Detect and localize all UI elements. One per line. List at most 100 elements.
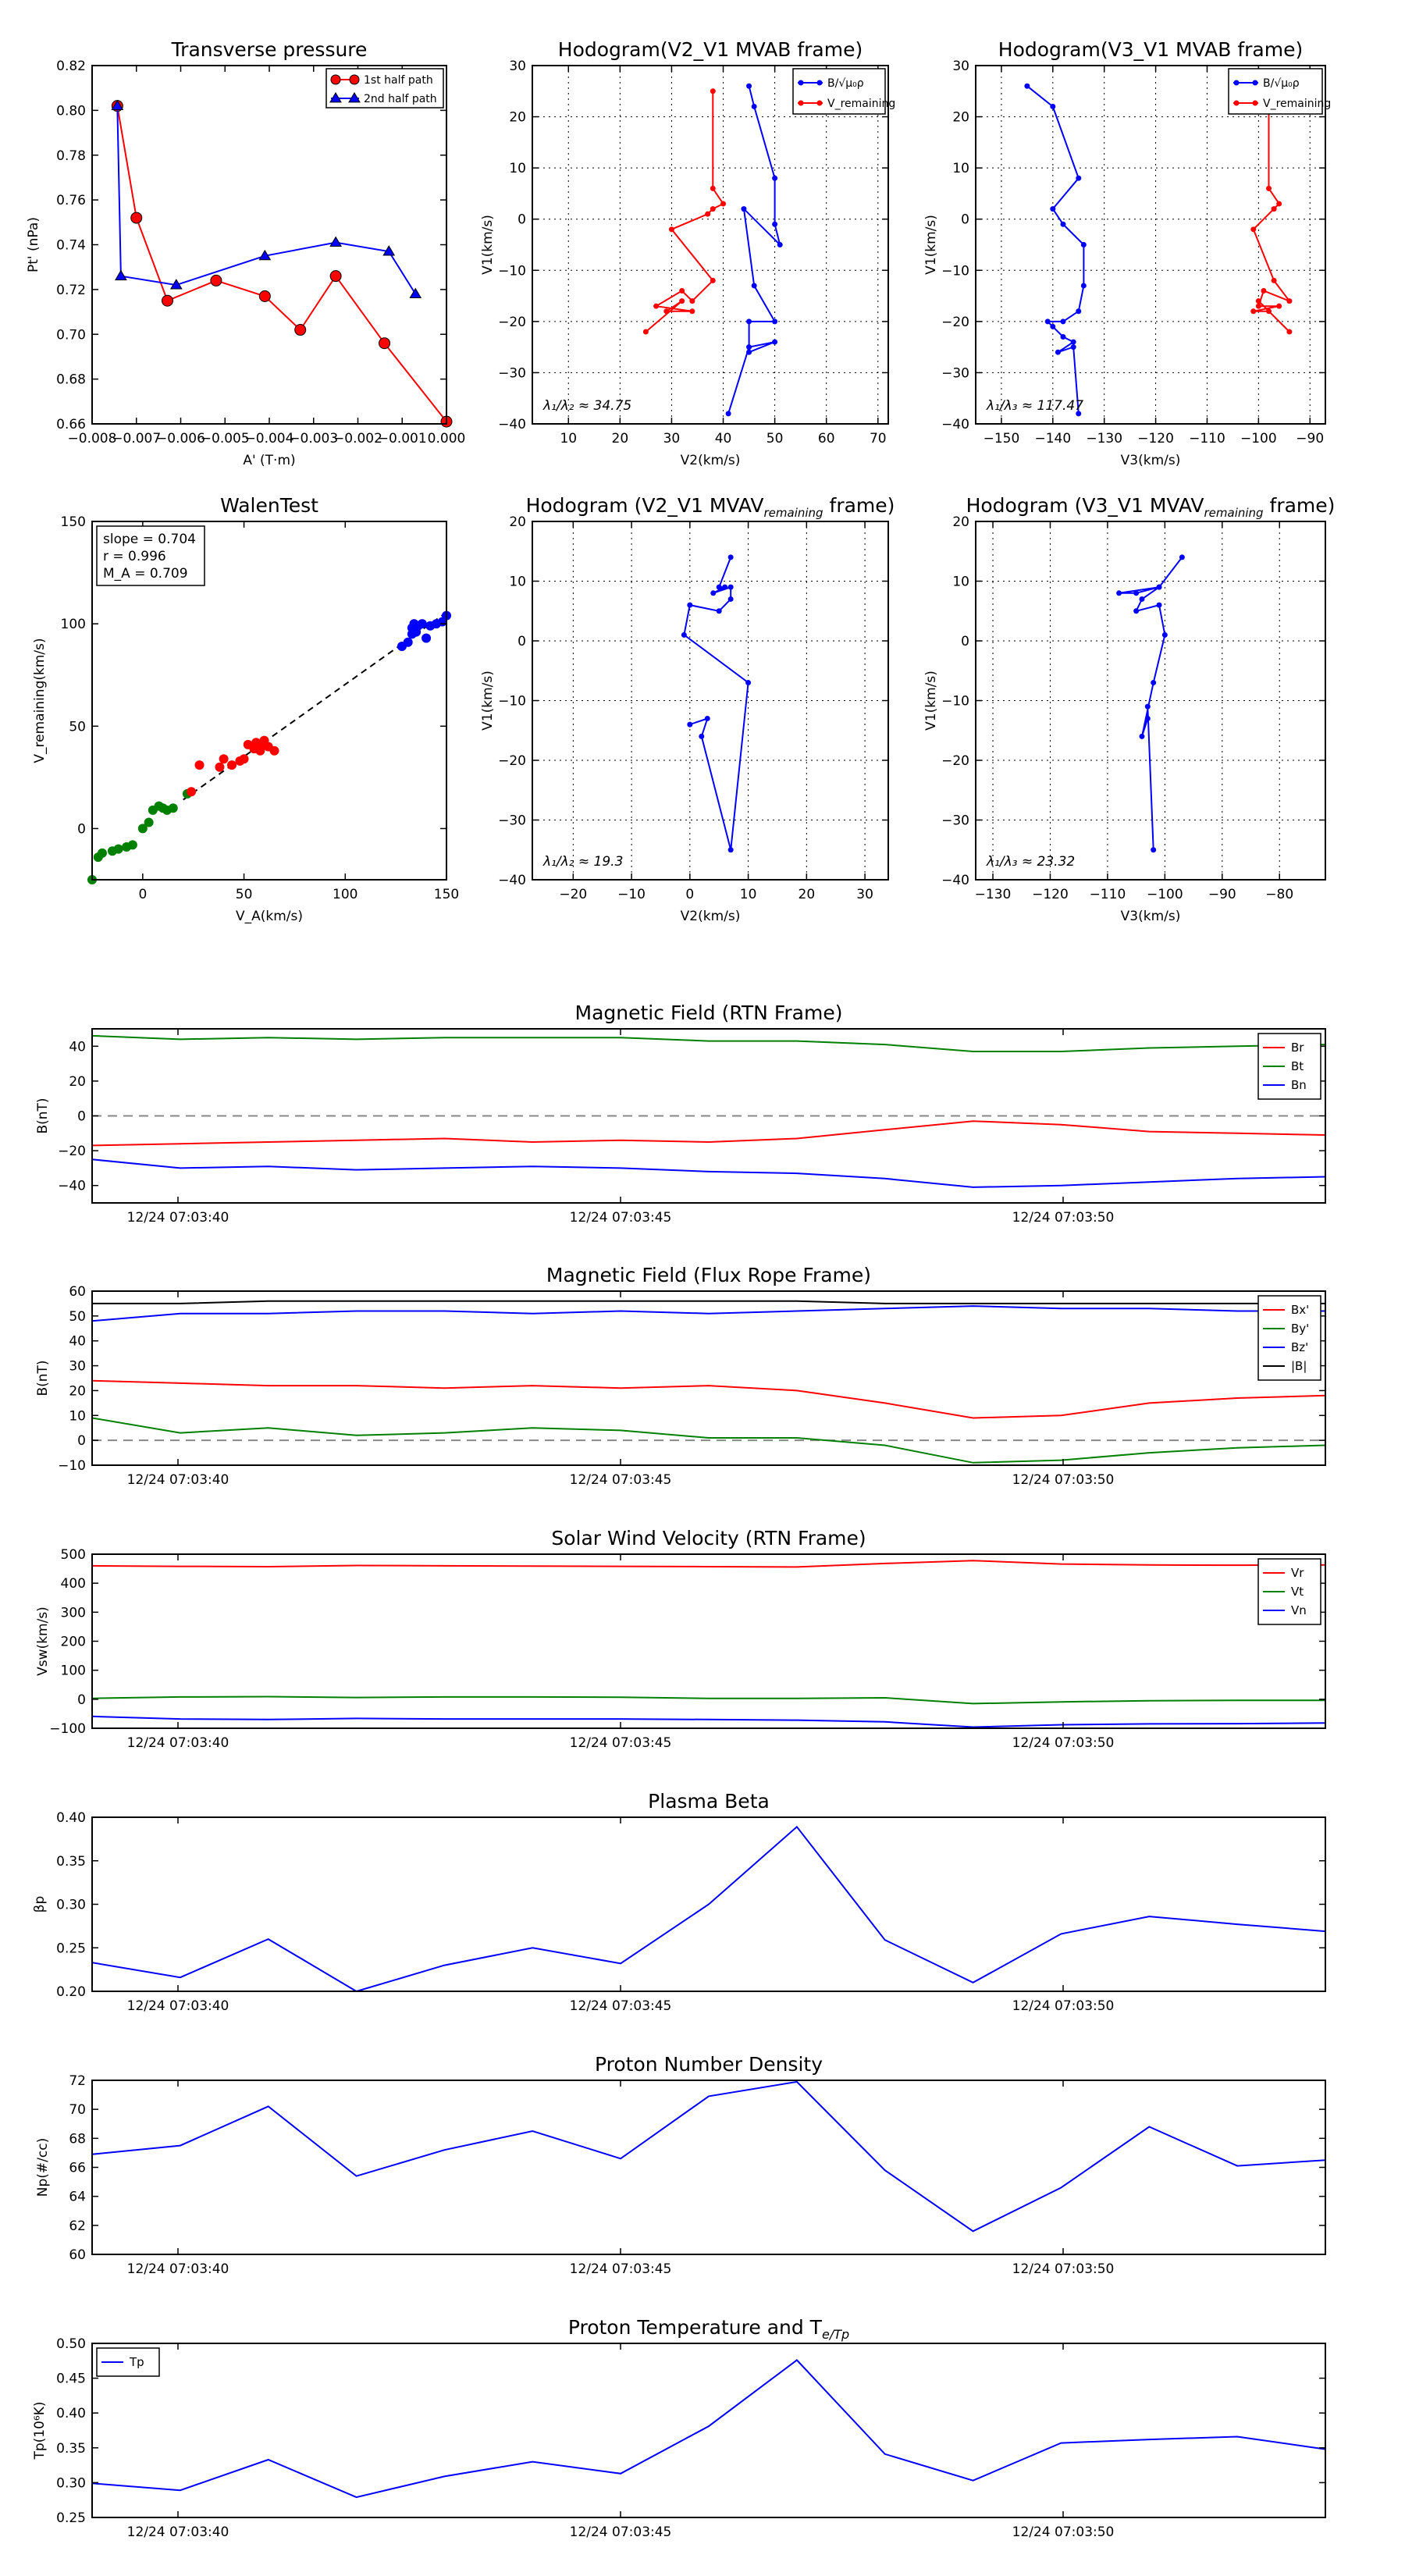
h31-xtick-label: −110: [1189, 431, 1225, 447]
hv31-point-blue: [1161, 632, 1168, 638]
vsw-legend-label: Vt: [1291, 1585, 1304, 1599]
mag_fr-ytick-label: 10: [69, 1408, 86, 1424]
hv31-point-blue: [1156, 584, 1162, 590]
hv31-ytick-label: 0: [961, 634, 969, 649]
mag_fr-legend-label: Bx': [1291, 1303, 1309, 1317]
pt-point-second-half: [115, 269, 127, 281]
h21-point-blue: [772, 175, 778, 181]
walen-point-red: [251, 738, 261, 748]
h21-title: Hodogram(V2_V1 MVAB frame): [558, 38, 863, 61]
h31-point-blue: [1060, 334, 1066, 340]
walen-point-blue: [417, 619, 427, 629]
h21-xtick-label: 50: [767, 431, 784, 447]
np-ylabel: Np(#/cc): [35, 2138, 51, 2197]
mag_fr-ytick-label: 60: [69, 1284, 86, 1300]
h31-point-blue: [1050, 323, 1056, 329]
chart-vsw: Solar Wind Velocity (RTN Frame) 12/24 07:…: [35, 1527, 1326, 1751]
walen-point-green: [144, 817, 154, 827]
pt-legend-point-marker: [329, 92, 342, 103]
h31-legend-marker: [1252, 80, 1258, 86]
beta-ytick-label: 0.25: [56, 1941, 86, 1956]
pt-ytick-label: 0.68: [56, 372, 86, 388]
mag_rtn-series-Br: [91, 1120, 1326, 1147]
hv31-xtick-label: −80: [1265, 887, 1293, 902]
h31-point-blue: [1076, 308, 1082, 315]
h21-point-red: [710, 206, 716, 212]
hv31-xtick-label: −90: [1208, 887, 1236, 902]
hv31-xlabel: V3(km/s): [1121, 909, 1181, 924]
h21-point-red: [679, 298, 685, 304]
vsw-series-Vn: [91, 1715, 1326, 1728]
mag_fr-legend: Bx' By' Bz' |B|: [1257, 1295, 1321, 1381]
mag_rtn-series-Bt: [91, 1034, 1326, 1052]
beta-ytick-label: 0.35: [56, 1854, 86, 1870]
h31-point-blue: [1080, 242, 1087, 247]
mag_fr-time-tick-label: 12/24 07:03:50: [1012, 1472, 1115, 1488]
mag_fr-legend-label: By': [1291, 1322, 1309, 1336]
walen-point-green: [127, 840, 137, 850]
chart-h31: Hodogram(V3_V1 MVAB frame) −150 −140 −130 −1…: [923, 38, 1331, 468]
np-ytick-label: 68: [69, 2131, 86, 2147]
h21-eigen-ratio: λ₁/λ₂ ≈ 34.75: [542, 398, 631, 414]
mag_fr-series-Bz: [91, 1305, 1325, 1322]
walen-stats-frame: [96, 525, 205, 586]
walen-point-blue: [407, 623, 417, 633]
h21-point-red: [710, 185, 716, 191]
h21-xtick-label: 40: [715, 431, 732, 447]
hv31-ytick-label: −20: [941, 753, 969, 769]
pt-point-first-half: [161, 294, 173, 307]
mag_rtn-ytick-label: −20: [58, 1144, 86, 1159]
walen-stat-1: r = 0.996: [103, 549, 166, 564]
pt-ytick-label: 0.66: [56, 417, 86, 432]
chart-hv31: Hodogram (V3_V1 MVAVremaining frame) −130…: [923, 494, 1335, 924]
hv21-xlabel: V2(km/s): [681, 909, 741, 924]
pt-ylabel: Pt' (nPa): [26, 217, 41, 272]
walen-point-red: [239, 754, 249, 764]
mag_rtn-title: Magnetic Field (RTN Frame): [575, 1002, 843, 1024]
hv21-xtick-label: 30: [856, 887, 873, 902]
walen-title: WalenTest: [220, 494, 318, 517]
pt-point-second-half: [382, 245, 396, 256]
np-ytick-label: 70: [69, 2102, 86, 2118]
walen-ytick-label: 150: [61, 514, 86, 530]
hv21-point-blue: [727, 554, 734, 560]
vsw-legend-label: Vr: [1291, 1566, 1304, 1580]
h31-point-blue: [1055, 349, 1061, 355]
h21-series-v-remaining: [645, 91, 724, 333]
h31-point-red: [1255, 303, 1261, 309]
mag_rtn-legend-label: Bt: [1291, 1059, 1304, 1073]
h31-ytick-label: −10: [941, 263, 969, 279]
np-ytick-label: 62: [69, 2218, 86, 2234]
hv21-point-blue: [687, 602, 693, 608]
pt-legend-marker: [330, 74, 341, 85]
walen-point-red: [269, 745, 279, 756]
h21-legend-marker: [798, 100, 804, 106]
h21-axes-frame: [532, 65, 889, 425]
h31-point-red: [1276, 201, 1282, 207]
h31-ylabel: V1(km/s): [923, 215, 939, 275]
np-time-tick-label: 12/24 07:03:40: [127, 2261, 229, 2277]
h31-point-red: [1271, 277, 1277, 283]
h31-point-blue: [1076, 411, 1082, 417]
hv21-eigen-ratio: λ₁/λ₂ ≈ 19.3: [542, 854, 623, 870]
tp-ytick-label: 0.50: [56, 2336, 86, 2352]
walen-xtick-label: 150: [434, 887, 459, 902]
hv21-point-blue: [710, 590, 717, 596]
pt-point-first-half: [329, 270, 342, 283]
pt-xtick-label: 0.000: [428, 431, 466, 447]
pt-ytick-label: 0.80: [56, 103, 86, 119]
walen-point-blue: [403, 637, 413, 647]
h21-point-red: [679, 288, 685, 294]
h21-ytick-label: 0: [518, 212, 526, 228]
mag_rtn-ytick-label: −40: [58, 1179, 86, 1194]
vsw-ylabel: Vsw(km/s): [35, 1606, 51, 1676]
walen-point-green: [97, 848, 107, 858]
vsw-ytick-label: 300: [61, 1605, 86, 1621]
h21-xtick-label: 70: [870, 431, 887, 447]
walen-axes-frame: [91, 521, 447, 881]
walen-point-green: [137, 824, 148, 834]
mag_fr-time-tick-label: 12/24 07:03:45: [570, 1472, 672, 1488]
h31-ytick-label: 30: [952, 59, 969, 74]
pt-point-second-half: [409, 287, 422, 299]
